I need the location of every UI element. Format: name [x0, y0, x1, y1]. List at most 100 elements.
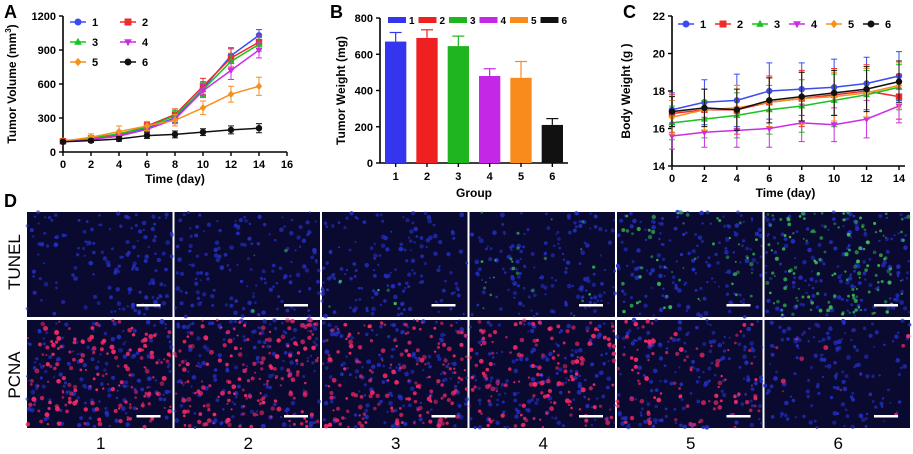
tunel-positive-dot	[769, 291, 772, 295]
nucleus-dot	[516, 275, 521, 279]
nucleus-dot	[576, 389, 582, 395]
pcna-positive-dot	[646, 418, 651, 422]
nucleus-dot	[778, 325, 782, 330]
tunel-positive-dot	[845, 278, 849, 282]
legend-marker-1	[682, 20, 690, 28]
nucleus-dot	[175, 244, 180, 249]
pcna-image-6	[762, 318, 912, 429]
nucleus-dot	[779, 262, 782, 266]
nucleus-dot	[516, 243, 522, 249]
nucleus-dot	[277, 295, 281, 298]
pcna-positive-dot	[474, 363, 479, 368]
tunel-positive-dot	[678, 278, 681, 282]
nucleus-dot	[339, 267, 344, 271]
nucleus-dot	[685, 231, 688, 235]
tunel-positive-dot	[767, 243, 771, 247]
tunel-positive-dot	[746, 256, 749, 260]
tunel-positive-dot	[840, 312, 845, 316]
nucleus-dot	[189, 234, 193, 238]
nucleus-dot	[833, 361, 837, 365]
pcna-positive-dot	[545, 411, 549, 415]
tunel-positive-dot	[386, 288, 390, 292]
tunel-positive-dot	[771, 214, 775, 217]
tunel-positive-dot	[859, 216, 862, 220]
nucleus-dot	[440, 332, 445, 338]
nucleus-dot	[691, 258, 696, 263]
nucleus-dot	[865, 417, 868, 420]
pcna-positive-dot	[446, 346, 452, 352]
pcna-positive-dot	[220, 390, 225, 396]
nucleus-dot	[522, 264, 527, 269]
nucleus-dot	[579, 287, 584, 292]
nucleus-dot	[203, 230, 206, 233]
nucleus-dot	[293, 336, 296, 339]
nucleus-dot	[634, 398, 638, 401]
nucleus-dot	[165, 294, 169, 299]
nucleus-dot	[229, 296, 234, 301]
nucleus-dot	[629, 224, 634, 229]
nucleus-dot	[559, 329, 564, 333]
pcna-positive-dot	[227, 390, 232, 395]
nucleus-dot	[433, 233, 438, 239]
nucleus-dot	[307, 314, 312, 319]
pcna-positive-dot	[486, 423, 490, 428]
nucleus-dot	[268, 233, 271, 236]
pcna-positive-dot	[611, 351, 617, 356]
nucleus-dot	[283, 274, 288, 279]
tunel-positive-dot	[635, 301, 639, 305]
nucleus-dot	[104, 361, 109, 366]
pcna-positive-dot	[238, 424, 242, 428]
pcna-positive-dot	[129, 403, 132, 406]
nucleus-dot	[630, 272, 635, 277]
pcna-positive-dot	[429, 334, 433, 339]
nucleus-dot	[862, 260, 867, 264]
nucleus-dot	[595, 397, 599, 400]
x-tick-label: 14	[253, 159, 266, 171]
pcna-positive-dot	[110, 387, 115, 392]
pcna-positive-dot	[137, 347, 143, 353]
pcna-positive-dot	[348, 351, 352, 355]
nucleus-dot	[835, 386, 840, 391]
nucleus-dot	[266, 344, 271, 349]
nucleus-dot	[477, 425, 483, 430]
nucleus-dot	[256, 360, 260, 364]
tunel-positive-dot	[786, 217, 791, 222]
nucleus-dot	[610, 228, 615, 233]
tunel-positive-dot	[862, 247, 866, 251]
nucleus-dot	[488, 276, 492, 280]
tunel-positive-dot	[734, 293, 738, 297]
nucleus-dot	[612, 291, 617, 296]
nucleus-dot	[316, 399, 322, 404]
nucleus-dot	[674, 371, 677, 374]
pcna-positive-dot	[45, 354, 48, 357]
pcna-positive-dot	[254, 371, 257, 374]
nucleus-dot	[336, 329, 341, 334]
nucleus-dot	[825, 331, 830, 336]
nucleus-dot	[558, 246, 562, 250]
nucleus-dot	[876, 285, 880, 289]
pcna-positive-dot	[174, 355, 178, 358]
nucleus-dot	[612, 219, 616, 222]
nucleus-dot	[738, 293, 742, 297]
nucleus-dot	[371, 306, 376, 312]
pcna-positive-dot	[329, 395, 334, 400]
pcna-positive-dot	[118, 403, 123, 408]
nucleus-dot	[402, 404, 406, 408]
pcna-positive-dot	[775, 346, 779, 350]
tunel-positive-dot	[629, 303, 634, 308]
nucleus-dot	[97, 223, 101, 226]
tunel-positive-dot	[826, 308, 830, 313]
pcna-positive-dot	[304, 381, 307, 385]
nucleus-dot	[322, 339, 326, 343]
nucleus-dot	[765, 217, 770, 223]
nucleus-dot	[127, 291, 131, 295]
nucleus-dot	[607, 240, 613, 245]
nucleus-dot	[572, 398, 576, 401]
tunel-positive-dot	[749, 262, 754, 267]
nucleus-dot	[290, 305, 294, 309]
nucleus-dot	[665, 347, 669, 350]
nucleus-dot	[833, 246, 838, 251]
pcna-positive-dot	[418, 386, 421, 390]
pcna-positive-dot	[735, 333, 739, 337]
nucleus-dot	[407, 272, 412, 277]
